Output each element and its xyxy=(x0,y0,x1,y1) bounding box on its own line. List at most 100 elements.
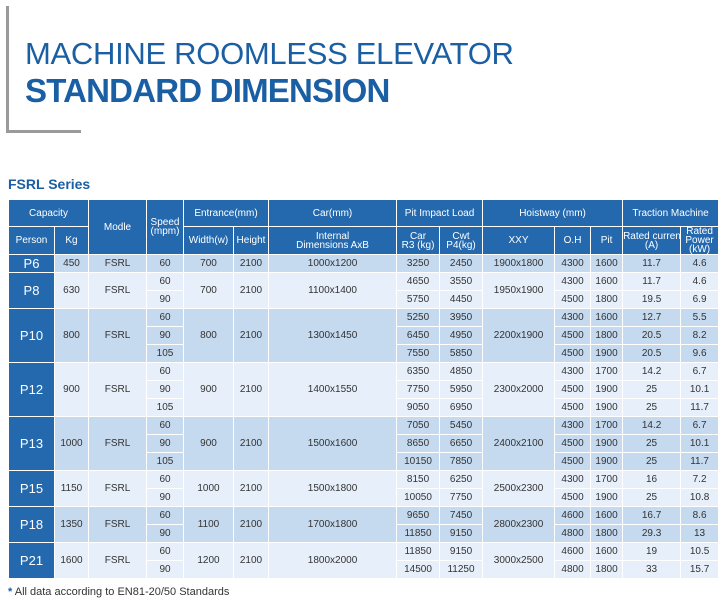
cwt-cell: 6250 xyxy=(439,470,484,489)
cwt-cell: 5850 xyxy=(439,344,484,363)
cwt-cell: 4450 xyxy=(439,290,484,309)
table-row: 90 5750 4450 4500 1800 19.5 6.9 xyxy=(9,290,720,309)
car-dims-cell: 1000x1200 xyxy=(268,254,398,273)
footnote-text: All data according to EN81-20/50 Standar… xyxy=(12,586,230,598)
height-cell: 2100 xyxy=(232,254,270,273)
rated-power-cell: 11.7 xyxy=(680,398,720,417)
rated-current-cell: 16 xyxy=(622,470,682,489)
footnote: * All data according to EN81-20/50 Stand… xyxy=(8,586,229,598)
modle-cell: FSRL xyxy=(88,254,147,273)
cwt-header: Cwt P4(kg) xyxy=(439,226,484,255)
oh-cell: 4500 xyxy=(554,380,592,399)
xxy-header: XXY xyxy=(482,226,556,255)
oh-cell: 4500 xyxy=(554,398,592,417)
rated-power-header: Rated Power (kW) xyxy=(680,226,720,255)
speed-cell: 60 xyxy=(146,254,184,273)
car-dims-cell: 1800x2000 xyxy=(268,542,398,579)
rated-current-cell: 16.7 xyxy=(622,506,682,525)
car-load-cell: 11850 xyxy=(396,542,441,561)
speed-cell: 60 xyxy=(146,272,184,291)
oh-cell: 4500 xyxy=(554,344,592,363)
rated-current-line1: Rated current xyxy=(623,230,681,242)
car-load-cell: 8650 xyxy=(396,434,441,453)
internal-dims-line2: Dimensions AxB xyxy=(296,239,369,251)
table-row: 90 14500 11250 4800 1800 33 15.7 xyxy=(9,560,720,579)
rated-power-cell: 6.9 xyxy=(680,290,720,309)
oh-cell: 4500 xyxy=(554,326,592,345)
rated-current-cell: 25 xyxy=(622,434,682,453)
xxy-cell: 1900x1800 xyxy=(482,254,556,273)
xxy-cell: 1950x1900 xyxy=(482,272,556,309)
modle-cell: FSRL xyxy=(88,416,147,471)
speed-cell: 105 xyxy=(146,344,184,363)
traction-header: Traction Machine xyxy=(622,199,720,227)
rated-power-cell: 4.6 xyxy=(680,254,720,273)
pit-cell: 1600 xyxy=(590,506,624,525)
oh-cell: 4300 xyxy=(554,362,592,381)
internal-dims-line1: Internal xyxy=(315,230,350,242)
speed-header: Speed (mpm) xyxy=(146,199,184,255)
cwt-cell: 6650 xyxy=(439,434,484,453)
rated-current-cell: 11.7 xyxy=(622,254,682,273)
kg-cell: 1600 xyxy=(54,542,89,579)
cwt-cell: 3550 xyxy=(439,272,484,291)
speed-cell: 105 xyxy=(146,452,184,471)
car-load-cell: 6350 xyxy=(396,362,441,381)
rated-power-cell: 9.6 xyxy=(680,344,720,363)
cwt-line1: Cwt xyxy=(452,230,470,242)
oh-cell: 4800 xyxy=(554,524,592,543)
width-cell: 1200 xyxy=(183,542,234,579)
person-cell: P15 xyxy=(8,470,55,507)
dimension-table: Capacity Modle Speed (mpm) Entrance(mm) … xyxy=(8,199,720,579)
cwt-cell: 2450 xyxy=(439,254,484,273)
rated-power-cell: 10.5 xyxy=(680,542,720,561)
rated-power-line2: Power xyxy=(685,235,714,246)
speed-cell: 90 xyxy=(146,560,184,579)
car-load-cell: 3250 xyxy=(396,254,441,273)
modle-cell: FSRL xyxy=(88,506,147,543)
table-row: P18 1350 FSRL 60 1100 2100 1700x1800 9650 7450 28… xyxy=(8,506,720,543)
kg-cell: 630 xyxy=(54,272,89,309)
width-cell: 1100 xyxy=(183,506,234,543)
rated-current-cell: 19.5 xyxy=(622,290,682,309)
pit-cell: 1900 xyxy=(590,344,624,363)
table-row: P15 1150 FSRL 60 1000 2100 1500x1800 8150 6250 25… xyxy=(8,470,720,507)
person-cell: P12 xyxy=(8,362,55,417)
width-cell: 700 xyxy=(183,272,234,309)
modle-cell: FSRL xyxy=(88,470,147,507)
rated-current-cell: 25 xyxy=(622,380,682,399)
rated-power-cell: 13 xyxy=(680,524,720,543)
rated-power-cell: 8.6 xyxy=(680,506,720,525)
cwt-cell: 7750 xyxy=(439,488,484,507)
person-cell: P21 xyxy=(8,542,55,579)
person-cell: P8 xyxy=(8,272,55,309)
car-dims-cell: 1500x1800 xyxy=(268,470,398,507)
car-load-cell: 9050 xyxy=(396,398,441,417)
rated-power-cell: 4.6 xyxy=(680,272,720,291)
car-dims-cell: 1500x1600 xyxy=(268,416,398,471)
kg-cell: 1350 xyxy=(54,506,89,543)
table-row: 105 9050 6950 4500 1900 25 11.7 xyxy=(9,398,720,417)
car-load-cell: 6450 xyxy=(396,326,441,345)
cwt-cell: 4950 xyxy=(439,326,484,345)
pit-cell: 1800 xyxy=(590,326,624,345)
table-row: P6 450 FSRL 60 700 2100 1000x1200 3250 2450 1900x… xyxy=(8,254,720,273)
rated-power-cell: 5.5 xyxy=(680,308,720,327)
cwt-cell: 7850 xyxy=(439,452,484,471)
speed-header-unit: (mpm) xyxy=(150,226,180,237)
kg-cell: 800 xyxy=(54,308,89,363)
rated-power-cell: 11.7 xyxy=(680,452,720,471)
car-dims-cell: 1700x1800 xyxy=(268,506,398,543)
pit-cell: 1800 xyxy=(590,290,624,309)
oh-cell: 4300 xyxy=(554,272,592,291)
capacity-header: Capacity xyxy=(8,199,89,227)
rated-power-cell: 6.7 xyxy=(680,416,720,435)
person-cell: P10 xyxy=(8,308,55,363)
pit-cell: 1800 xyxy=(590,560,624,579)
hoistway-header: Hoistway (mm) xyxy=(482,199,624,227)
car-load-cell: 10050 xyxy=(396,488,441,507)
rated-current-cell: 25 xyxy=(622,452,682,471)
rated-power-cell: 7.2 xyxy=(680,470,720,489)
rated-power-cell: 8.2 xyxy=(680,326,720,345)
person-cell: P18 xyxy=(8,506,55,543)
